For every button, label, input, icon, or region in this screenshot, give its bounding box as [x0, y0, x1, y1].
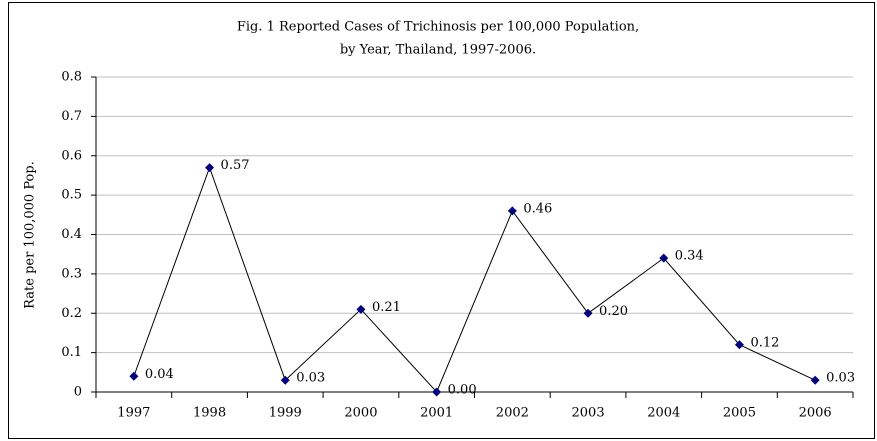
y-tick-label: 0.5 [61, 188, 82, 203]
data-label: 0.20 [599, 304, 628, 319]
data-marker [734, 340, 744, 350]
data-marker [507, 206, 517, 216]
data-marker [205, 163, 215, 173]
y-tick-label: 0.7 [61, 109, 82, 124]
chart-title: Fig. 1 Reported Cases of Trichinosis per… [237, 20, 639, 35]
data-label: 0.21 [372, 300, 401, 315]
data-label: 0.03 [296, 371, 325, 386]
y-tick-label: 0.4 [61, 227, 82, 242]
x-tick-label: 2004 [647, 406, 680, 421]
chart-frame [8, 2, 875, 439]
y-tick-label: 0.2 [61, 306, 82, 321]
y-tick-label: 0.1 [61, 345, 82, 360]
x-tick-label: 2006 [799, 406, 832, 421]
y-axis-label: Rate per 100,000 Pop. [23, 161, 38, 309]
x-tick-label: 1999 [269, 406, 302, 421]
y-tick-label: 0.6 [61, 148, 82, 163]
data-label: 0.57 [221, 158, 250, 173]
x-tick-label: 2001 [420, 406, 453, 421]
data-label: 0.00 [448, 383, 477, 398]
data-label: 0.46 [523, 201, 552, 216]
x-tick-label: 1998 [193, 406, 226, 421]
x-tick-label: 2002 [496, 406, 529, 421]
data-label: 0.34 [675, 249, 704, 264]
data-marker [129, 371, 139, 381]
data-label: 0.12 [750, 335, 779, 350]
x-tick-label: 2000 [344, 406, 377, 421]
y-tick-label: 0 [74, 385, 82, 400]
data-marker [810, 375, 820, 385]
x-tick-label: 2005 [723, 406, 756, 421]
data-marker [280, 375, 290, 385]
data-marker [583, 308, 593, 318]
x-tick-label: 2003 [572, 406, 605, 421]
data-marker [432, 387, 442, 397]
data-label: 0.04 [145, 367, 174, 382]
y-tick-label: 0.8 [61, 70, 82, 85]
data-marker [659, 253, 669, 263]
data-line [133, 166, 816, 393]
x-tick-label: 1997 [117, 406, 150, 421]
y-tick-label: 0.3 [61, 266, 82, 281]
data-marker [356, 304, 366, 314]
data-label: 0.03 [826, 371, 855, 386]
chart-title: by Year, Thailand, 1997-2006. [340, 43, 536, 58]
